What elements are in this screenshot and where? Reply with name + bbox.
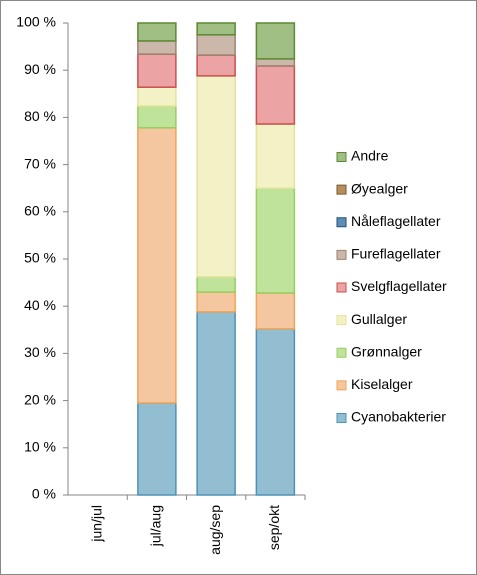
bar-segment xyxy=(255,328,296,496)
legend-swatch xyxy=(336,315,347,326)
y-tick-label: 80 % xyxy=(24,108,56,124)
legend-swatch xyxy=(336,282,347,293)
bar-segment xyxy=(196,54,236,77)
bar-segment xyxy=(137,22,177,42)
bar-segment xyxy=(137,127,177,404)
bar-segment xyxy=(255,292,296,330)
legend-label: Grønnalger xyxy=(351,343,422,359)
bar-segment xyxy=(196,75,236,278)
bar-segment xyxy=(137,86,177,107)
legend-swatch xyxy=(336,413,347,423)
bar-segment xyxy=(196,311,236,496)
y-tick-label: 30 % xyxy=(24,344,56,360)
y-tick-label: 20 % xyxy=(24,391,56,407)
x-tick-label: aug/sep xyxy=(207,505,223,555)
y-tick-label: 10 % xyxy=(24,439,56,455)
bar-segment xyxy=(255,65,296,125)
x-tick-label: sep/okt xyxy=(266,505,282,550)
legend-label: Andre xyxy=(351,148,389,164)
bar-segment xyxy=(196,22,236,36)
legend-label: Fureflagellater xyxy=(351,246,441,262)
legend-label: Kiselalger xyxy=(351,376,413,392)
x-tick-label: jun/jul xyxy=(88,505,104,543)
legend-swatch xyxy=(336,249,347,260)
legend-swatch xyxy=(336,380,347,391)
bar-segment xyxy=(255,22,296,60)
bar-segment xyxy=(255,123,296,189)
y-tick-label: 60 % xyxy=(24,203,56,219)
legend-swatch xyxy=(336,347,347,358)
bar-segment xyxy=(137,40,177,55)
legend-label: Cyanobakterier xyxy=(351,409,446,425)
bar-segment xyxy=(255,187,296,294)
x-tick-label: jul/aug xyxy=(148,505,164,547)
y-tick-label: 70 % xyxy=(24,155,56,171)
bar-segment xyxy=(137,105,177,129)
y-tick-label: 0 % xyxy=(32,486,56,502)
legend-swatch xyxy=(336,217,347,228)
y-tick-label: 40 % xyxy=(24,297,56,313)
bar-segment xyxy=(196,291,236,313)
legend-label: Svelgflagellater xyxy=(351,278,447,294)
legend-label: Gullalger xyxy=(351,311,407,327)
y-tick-label: 90 % xyxy=(24,61,56,77)
legend-swatch xyxy=(336,152,347,162)
legend-label: Øyealger xyxy=(351,180,408,196)
bar-segment xyxy=(196,276,236,293)
legend-swatch xyxy=(336,184,347,195)
bar-segment xyxy=(137,53,177,88)
bar-segment xyxy=(255,58,296,67)
bar-segment xyxy=(196,34,236,56)
y-tick-label: 50 % xyxy=(24,250,56,266)
legend-label: Nåleflagellater xyxy=(351,213,441,229)
y-tick-label: 100 % xyxy=(16,14,56,30)
bar-segment xyxy=(137,402,177,496)
